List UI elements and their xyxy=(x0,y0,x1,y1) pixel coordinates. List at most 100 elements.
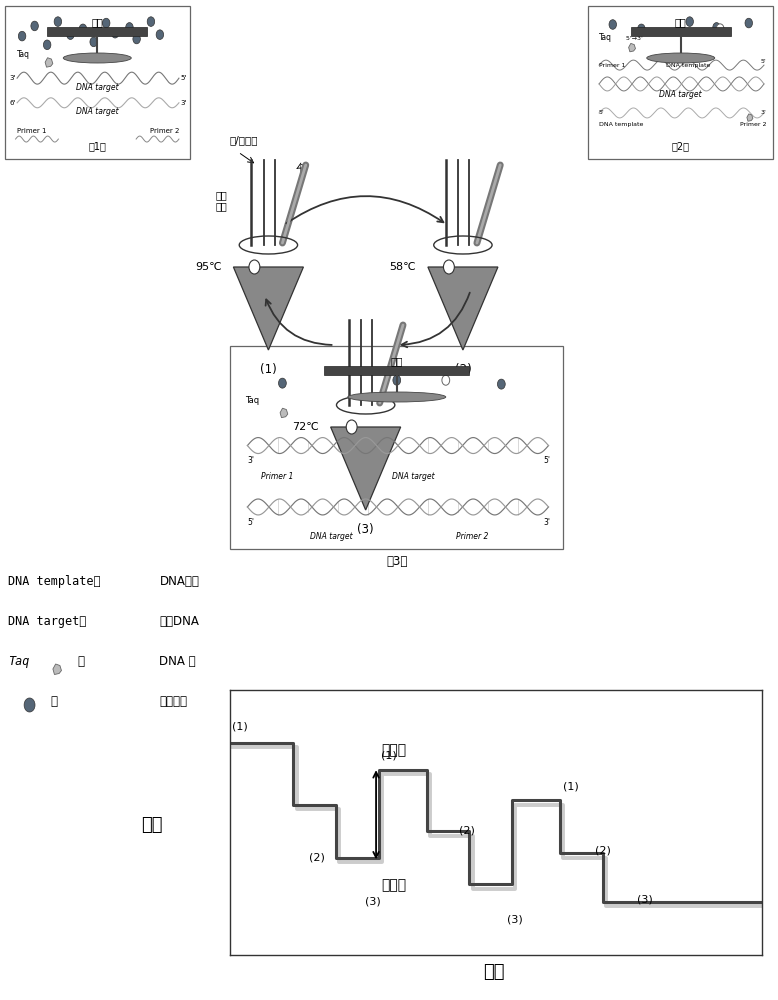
Polygon shape xyxy=(53,664,61,675)
Circle shape xyxy=(54,17,61,26)
Text: DNA target: DNA target xyxy=(660,90,702,99)
Text: 低电流: 低电流 xyxy=(381,878,407,892)
Text: 高电流: 高电流 xyxy=(381,743,407,757)
Ellipse shape xyxy=(348,392,446,402)
Text: 6': 6' xyxy=(9,100,16,106)
Text: Primer 2: Primer 2 xyxy=(149,128,179,134)
Text: (1): (1) xyxy=(381,751,397,761)
Text: 电极: 电极 xyxy=(391,356,403,366)
Circle shape xyxy=(31,21,38,31)
Text: 3': 3' xyxy=(247,456,254,465)
Text: （2）: （2） xyxy=(671,141,690,151)
Text: Taq: Taq xyxy=(17,50,30,59)
FancyBboxPatch shape xyxy=(230,346,563,549)
Text: DNA模版: DNA模版 xyxy=(159,575,199,588)
Text: （3）: （3） xyxy=(386,555,408,568)
Text: (3): (3) xyxy=(366,896,381,906)
Polygon shape xyxy=(428,267,498,350)
Ellipse shape xyxy=(647,53,715,63)
Text: (2): (2) xyxy=(594,846,611,856)
Text: (2): (2) xyxy=(454,363,471,376)
Circle shape xyxy=(67,30,74,39)
Circle shape xyxy=(609,20,616,29)
Circle shape xyxy=(686,17,693,26)
Text: Taq: Taq xyxy=(599,33,612,42)
Text: 玻碳
申极: 玻碳 申极 xyxy=(216,190,227,212)
Circle shape xyxy=(24,698,35,712)
Text: 电极: 电极 xyxy=(675,17,687,27)
Text: 72℃: 72℃ xyxy=(293,422,319,432)
FancyBboxPatch shape xyxy=(5,6,190,159)
Text: 5': 5' xyxy=(544,456,551,465)
Text: (3): (3) xyxy=(506,914,522,924)
Text: (2): (2) xyxy=(310,852,325,862)
Circle shape xyxy=(249,260,260,274)
Polygon shape xyxy=(45,58,53,67)
Polygon shape xyxy=(747,114,753,121)
Text: ：: ： xyxy=(51,695,58,708)
Polygon shape xyxy=(233,267,303,350)
Text: 5'→3': 5'→3' xyxy=(624,36,643,41)
FancyBboxPatch shape xyxy=(631,27,731,36)
Circle shape xyxy=(713,23,720,32)
Text: 亚甲基蓝: 亚甲基蓝 xyxy=(159,695,187,708)
Text: 5': 5' xyxy=(247,518,254,527)
Text: Taq: Taq xyxy=(8,655,29,668)
Text: DNA target: DNA target xyxy=(392,472,434,481)
FancyBboxPatch shape xyxy=(47,27,147,36)
FancyBboxPatch shape xyxy=(324,366,469,375)
Circle shape xyxy=(346,420,357,434)
Polygon shape xyxy=(331,427,401,510)
Circle shape xyxy=(442,375,450,385)
Text: Primer 2: Primer 2 xyxy=(456,532,489,541)
Text: 目标DNA: 目标DNA xyxy=(159,615,199,628)
Text: 3': 3' xyxy=(760,110,766,115)
Circle shape xyxy=(497,379,505,389)
Text: Taq: Taq xyxy=(245,396,259,405)
Circle shape xyxy=(443,260,454,274)
Circle shape xyxy=(147,17,155,26)
Text: (3): (3) xyxy=(357,523,374,536)
Circle shape xyxy=(111,28,119,38)
Text: 3': 3' xyxy=(9,75,16,81)
Circle shape xyxy=(44,40,51,50)
Text: Primer 1: Primer 1 xyxy=(599,63,626,68)
Circle shape xyxy=(745,18,752,28)
Text: 电极: 电极 xyxy=(91,17,103,27)
Circle shape xyxy=(156,30,163,39)
Text: 时间: 时间 xyxy=(483,963,505,981)
Text: DNA template: DNA template xyxy=(666,63,711,68)
Text: 58℃: 58℃ xyxy=(390,262,416,272)
Text: DNA target: DNA target xyxy=(310,532,352,541)
Polygon shape xyxy=(629,43,636,52)
Text: (1): (1) xyxy=(232,722,248,732)
FancyBboxPatch shape xyxy=(588,6,773,159)
Text: 银/氯化银: 银/氯化银 xyxy=(230,135,258,145)
Text: 95℃: 95℃ xyxy=(195,262,222,272)
Text: 3': 3' xyxy=(544,518,551,527)
Circle shape xyxy=(393,375,401,385)
Circle shape xyxy=(90,37,97,47)
Text: 3': 3' xyxy=(180,100,187,106)
Text: 电流: 电流 xyxy=(141,816,163,834)
Text: （1）: （1） xyxy=(89,141,106,151)
Text: DNA template: DNA template xyxy=(599,122,643,127)
Text: ：: ： xyxy=(78,655,85,668)
Text: Primer 1: Primer 1 xyxy=(261,472,293,481)
Circle shape xyxy=(279,378,286,388)
Circle shape xyxy=(126,23,133,32)
Text: DNA target: DNA target xyxy=(76,83,118,92)
Circle shape xyxy=(79,24,86,34)
Polygon shape xyxy=(280,408,288,418)
Text: Primer 1: Primer 1 xyxy=(17,128,47,134)
Text: Primer 2: Primer 2 xyxy=(740,122,766,127)
Ellipse shape xyxy=(63,53,131,63)
Text: (1): (1) xyxy=(562,782,578,792)
Text: DNA target：: DNA target： xyxy=(8,615,100,628)
Circle shape xyxy=(19,31,26,41)
Text: 5': 5' xyxy=(180,75,187,81)
Circle shape xyxy=(103,18,110,28)
Text: 铂: 铂 xyxy=(300,162,306,172)
Text: (2): (2) xyxy=(459,826,475,836)
Text: DNA target: DNA target xyxy=(76,107,118,116)
